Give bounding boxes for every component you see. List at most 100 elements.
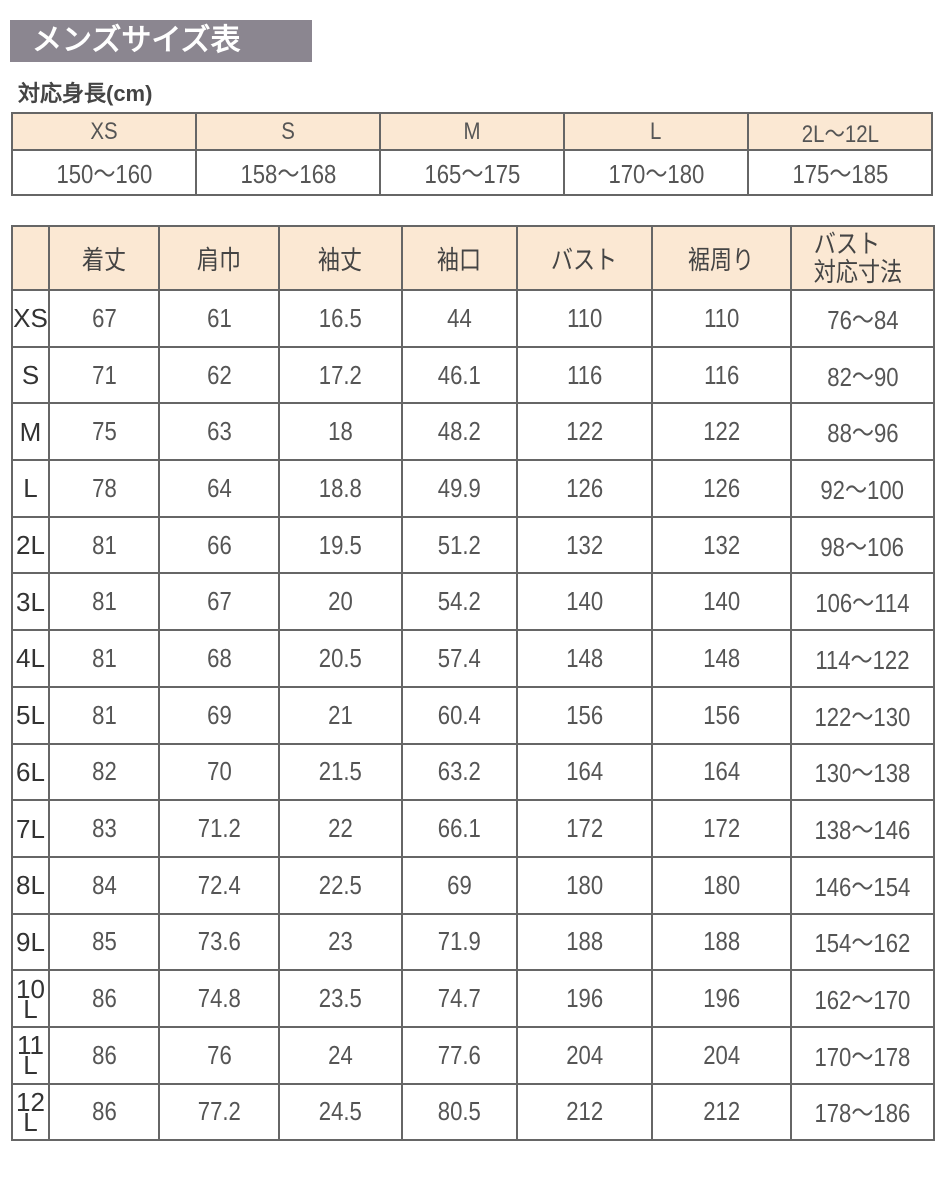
table-cell: 48.2 xyxy=(401,402,518,462)
table-cell-text: 106〜114 xyxy=(815,588,910,619)
table-cell: 75 xyxy=(48,402,160,462)
size-label-text: 12L xyxy=(16,1086,45,1137)
table-cell-text: 60.4 xyxy=(437,699,482,730)
size-header-text: L xyxy=(650,117,662,145)
table-cell-text: 16.5 xyxy=(318,302,363,333)
table-cell: 76〜84 xyxy=(790,289,935,348)
table-cell: 156 xyxy=(651,685,792,745)
table-cell-text: 204 xyxy=(566,1039,603,1070)
table-cell-text: 63 xyxy=(206,416,232,447)
table-cell: 212 xyxy=(651,1082,792,1142)
table-cell: 20 xyxy=(278,572,403,632)
table-cell-text: 20.5 xyxy=(318,642,363,673)
size-header: M xyxy=(379,112,565,151)
size-label-text: 10L xyxy=(16,973,45,1024)
table-cell-text: 140 xyxy=(703,586,740,617)
table-cell-text: 172 xyxy=(566,813,603,844)
table-cell: 66 xyxy=(158,515,280,575)
table-cell: 86 xyxy=(48,1082,160,1142)
table-cell-text: 81 xyxy=(91,642,117,673)
size-label-text: 8L xyxy=(16,870,45,901)
table-cell-text: 57.4 xyxy=(437,642,482,673)
table-cell-text: 196 xyxy=(566,983,603,1014)
table-cell-text: 77.2 xyxy=(197,1096,241,1127)
table-cell: 60.4 xyxy=(401,685,518,745)
table-cell: 20.5 xyxy=(278,629,403,688)
height-label: 対応身長(cm) xyxy=(18,81,153,106)
table-cell-text: 80.5 xyxy=(437,1096,482,1127)
table-cell: 110 xyxy=(651,289,792,348)
size-header-text: XS xyxy=(90,117,118,145)
table-cell: 81 xyxy=(48,685,160,745)
table-row: 6L 82 70 21.5 63.2 164 164 130〜138 xyxy=(11,742,935,802)
table-cell: 146〜154 xyxy=(790,855,935,915)
table-cell-text: 88〜96 xyxy=(826,418,899,449)
table-cell-text: 81 xyxy=(91,699,117,730)
table-cell: 122 xyxy=(651,402,792,462)
table-cell-text: 74.8 xyxy=(197,983,241,1014)
table-cell: 80.5 xyxy=(401,1082,518,1142)
table-cell: 63 xyxy=(158,402,280,462)
table-cell-text: 212 xyxy=(703,1096,740,1127)
table-cell: 110 xyxy=(516,289,653,348)
table-cell-text: 188 xyxy=(566,926,603,957)
table-cell-text: 86 xyxy=(91,1096,117,1127)
table-cell-text: 78 xyxy=(91,472,117,503)
table-cell: 82 xyxy=(48,742,160,802)
table-cell-text: 22.5 xyxy=(318,869,363,900)
table-cell: 188 xyxy=(651,912,792,972)
table-cell-text: 17.2 xyxy=(318,359,363,390)
table-cell-text: 72.4 xyxy=(197,869,241,900)
table-cell-text: 66.1 xyxy=(437,813,482,844)
size-label-text: 7L xyxy=(16,813,45,844)
size-label: 9L xyxy=(11,912,50,972)
table-cell: 67 xyxy=(158,572,280,632)
table-cell: 21 xyxy=(278,685,403,745)
table-cell: 62 xyxy=(158,345,280,405)
size-label-text: 3L xyxy=(16,586,45,617)
table-cell: 78 xyxy=(48,459,160,518)
table-cell-text: 188 xyxy=(703,926,740,957)
table-cell: 19.5 xyxy=(278,515,403,575)
table-cell: 170〜178 xyxy=(790,1025,935,1085)
table-cell-text: 140 xyxy=(566,586,603,617)
size-label-text: L xyxy=(23,473,38,504)
table-cell: 51.2 xyxy=(401,515,518,575)
table-cell-text: 164 xyxy=(566,756,603,787)
table-cell-text: 73.6 xyxy=(197,926,241,957)
size-table: 着丈 肩巾 袖丈 袖口 バスト 裾周り バスト 対応寸法 XS 67 61 16.5 44 110 110… xyxy=(11,225,935,1142)
table-cell: 68 xyxy=(158,629,280,688)
table-cell-text: 172 xyxy=(703,813,740,844)
table-cell-text: 24.5 xyxy=(318,1096,363,1127)
table-cell-text: 68 xyxy=(206,642,232,673)
size-label: L xyxy=(11,459,50,518)
table-cell-text: 156 xyxy=(703,699,740,730)
table-cell-text: 86 xyxy=(91,1039,117,1070)
table-cell-text: 178〜186 xyxy=(814,1098,911,1129)
table-cell: 81 xyxy=(48,515,160,575)
table-row: M 75 63 18 48.2 122 122 88〜96 xyxy=(11,402,935,462)
table-cell: 16.5 xyxy=(278,289,403,348)
table-cell-text: 76 xyxy=(206,1039,232,1070)
table-cell: 204 xyxy=(651,1025,792,1085)
table-cell-text: 122 xyxy=(566,416,603,447)
table-cell: 76 xyxy=(158,1025,280,1085)
table-cell: 204 xyxy=(516,1025,653,1085)
size-label: 7L xyxy=(11,799,50,858)
table-cell-text: 81 xyxy=(91,529,117,560)
size-label: 12L xyxy=(11,1082,50,1142)
column-header: バスト 対応寸法 xyxy=(790,225,935,291)
size-label: 5L xyxy=(11,685,50,745)
table-cell-text: 148 xyxy=(703,642,740,673)
table-cell-text: 212 xyxy=(566,1096,603,1127)
size-label-text: M xyxy=(19,416,42,447)
table-cell-text: 77.6 xyxy=(437,1039,482,1070)
table-cell: 106〜114 xyxy=(790,572,935,632)
table-row: 11L 86 76 24 77.6 204 204 170〜178 xyxy=(11,1025,935,1085)
table-cell: 71.9 xyxy=(401,912,518,972)
table-cell-text: 74.7 xyxy=(437,983,482,1014)
size-label-text: 4L xyxy=(16,643,45,674)
table-cell-text: 23.5 xyxy=(318,983,363,1014)
table-cell: 69 xyxy=(158,685,280,745)
size-header-text: M xyxy=(463,117,481,145)
